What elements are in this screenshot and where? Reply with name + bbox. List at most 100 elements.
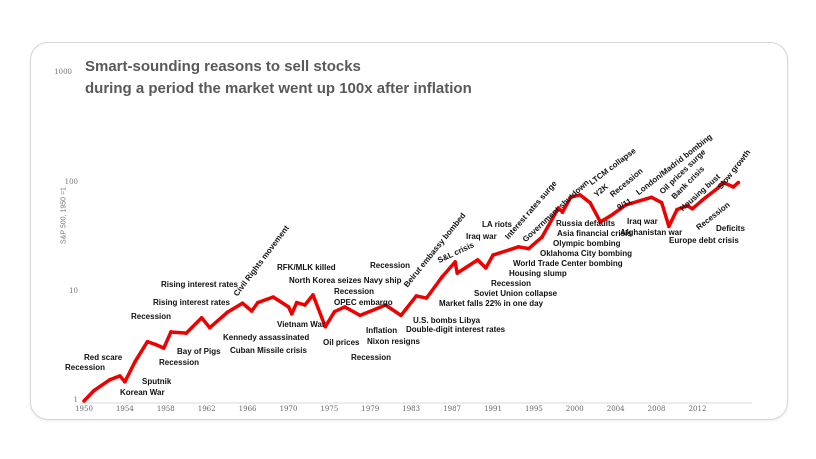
data-point bbox=[342, 305, 347, 309]
data-point bbox=[598, 220, 603, 224]
data-point bbox=[286, 305, 291, 309]
data-point bbox=[133, 359, 137, 364]
x-tick-label: 2012 bbox=[688, 405, 707, 413]
event-annotation: RFK/MLK killed bbox=[277, 263, 336, 272]
data-point bbox=[383, 303, 388, 307]
data-point bbox=[207, 325, 212, 330]
chart-card bbox=[30, 42, 788, 420]
data-point bbox=[399, 313, 403, 318]
x-tick-label: 1954 bbox=[115, 405, 134, 413]
sp500-line bbox=[82, 180, 740, 403]
data-point bbox=[289, 312, 294, 316]
chart-title-line-1: Smart-sounding reasons to sell stocks bbox=[85, 58, 361, 75]
data-point bbox=[294, 300, 299, 305]
data-point bbox=[153, 342, 158, 347]
x-tick-label: 2004 bbox=[606, 405, 625, 413]
data-point bbox=[311, 293, 315, 297]
y-tick-label: 10 bbox=[69, 287, 78, 295]
event-annotation: Nixon resigns bbox=[367, 337, 420, 346]
event-annotation: OPEC embargo bbox=[334, 298, 393, 307]
event-annotation: Inflation bbox=[366, 326, 398, 335]
event-annotation: Red scare bbox=[84, 353, 123, 362]
data-point bbox=[556, 206, 561, 210]
data-point bbox=[161, 346, 166, 350]
data-point bbox=[453, 260, 457, 264]
event-annotation: Cuban Missile crisis bbox=[230, 346, 307, 355]
event-annotation: Korean War bbox=[120, 388, 165, 397]
data-point bbox=[560, 210, 565, 214]
x-tick-label: 1962 bbox=[197, 405, 216, 413]
event-annotation: U.S. bombs Libya bbox=[413, 316, 481, 325]
event-annotation: Sputnik bbox=[142, 377, 172, 386]
event-annotation: Deficits bbox=[716, 224, 745, 233]
data-point bbox=[526, 246, 531, 251]
data-point bbox=[700, 198, 705, 202]
event-annotation: Europe debt crisis bbox=[669, 236, 739, 245]
x-tick-label: 1966 bbox=[238, 405, 257, 413]
x-tick-label: 1987 bbox=[443, 405, 461, 413]
data-point bbox=[358, 313, 362, 318]
event-annotation: LA riots bbox=[482, 220, 512, 229]
event-annotation: Double-digit interest rates bbox=[406, 325, 506, 334]
data-point bbox=[475, 258, 480, 262]
data-point bbox=[588, 200, 592, 205]
x-tick-label: 2000 bbox=[565, 405, 584, 413]
event-annotation: Afghanistan war bbox=[620, 228, 683, 237]
event-annotation: Market falls 22% in one day bbox=[439, 299, 544, 308]
event-annotation: Recession bbox=[491, 279, 532, 288]
data-point bbox=[145, 339, 150, 344]
x-tick-label: 2008 bbox=[647, 405, 666, 413]
event-annotation: Kennedy assassinated bbox=[223, 333, 310, 342]
data-point bbox=[332, 309, 337, 314]
data-point bbox=[685, 203, 690, 208]
data-point bbox=[271, 295, 275, 299]
event-annotation: Oklahoma City bombing bbox=[540, 249, 633, 258]
event-annotation: Recession bbox=[370, 261, 411, 270]
x-tick-label: 1979 bbox=[361, 405, 380, 413]
x-tick-label: 1995 bbox=[524, 405, 543, 413]
event-annotation: Recession bbox=[131, 312, 172, 321]
data-point bbox=[240, 301, 245, 305]
data-point bbox=[667, 224, 671, 229]
x-tick-label: 1970 bbox=[279, 405, 298, 413]
y-tick-label: 1000 bbox=[54, 68, 72, 76]
x-tick-label: 1958 bbox=[156, 405, 175, 413]
event-annotation: Recession bbox=[65, 363, 106, 372]
event-annotation: Russia defaults bbox=[556, 219, 616, 228]
event-annotation: Rising interest rates bbox=[153, 298, 230, 307]
event-annotation: Housing slump bbox=[509, 269, 567, 278]
data-point bbox=[516, 244, 521, 249]
data-point bbox=[540, 235, 544, 239]
data-point bbox=[690, 206, 695, 211]
event-annotation: Asia financial crisis bbox=[557, 229, 632, 238]
x-tick-label: 1991 bbox=[484, 405, 502, 413]
data-point bbox=[455, 271, 460, 275]
event-annotation: Recession bbox=[351, 353, 392, 362]
event-annotation: Iraq war bbox=[627, 217, 658, 226]
event-annotation: Recession bbox=[334, 287, 375, 296]
event-annotation: Bay of Pigs bbox=[177, 347, 221, 356]
data-point bbox=[484, 266, 488, 270]
data-point bbox=[440, 275, 444, 279]
event-annotation: Soviet Union collapse bbox=[474, 289, 558, 298]
data-point bbox=[721, 180, 725, 185]
y-tick-label: 1 bbox=[73, 396, 78, 404]
event-annotation: North Korea seizes Navy ship bbox=[289, 276, 402, 285]
data-point bbox=[199, 315, 204, 320]
data-point bbox=[608, 214, 613, 218]
data-point bbox=[249, 309, 254, 313]
data-point bbox=[736, 180, 741, 185]
x-tick-label: 1983 bbox=[402, 405, 421, 413]
x-tick-label: 1950 bbox=[75, 405, 93, 413]
data-point bbox=[568, 195, 573, 200]
data-point bbox=[303, 303, 307, 307]
x-tick-label: 1975 bbox=[320, 405, 339, 413]
data-point bbox=[659, 200, 664, 205]
event-annotation: Iraq war bbox=[466, 232, 497, 241]
data-point bbox=[424, 296, 429, 300]
data-point bbox=[107, 378, 112, 382]
data-point bbox=[414, 294, 419, 298]
data-point bbox=[82, 399, 86, 403]
event-annotation: Recession bbox=[159, 358, 200, 367]
